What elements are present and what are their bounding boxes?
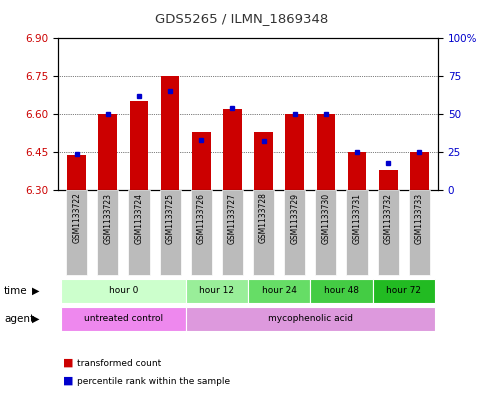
Text: ■: ■ [63, 358, 73, 368]
Text: GSM1133728: GSM1133728 [259, 193, 268, 243]
Text: GSM1133724: GSM1133724 [134, 193, 143, 244]
Bar [192, 132, 211, 190]
Bar [248, 279, 310, 303]
Bar [254, 132, 273, 190]
Text: ▶: ▶ [32, 314, 40, 323]
Text: ▶: ▶ [32, 285, 40, 296]
Bar [372, 279, 435, 303]
Bar [61, 307, 185, 331]
Text: GSM1133731: GSM1133731 [353, 193, 361, 244]
Text: GDS5265 / ILMN_1869348: GDS5265 / ILMN_1869348 [155, 12, 328, 25]
Bar [185, 307, 435, 331]
Bar [67, 154, 86, 190]
Bar [223, 109, 242, 190]
Text: GSM1133723: GSM1133723 [103, 193, 113, 244]
Bar [379, 170, 398, 190]
Text: GSM1133729: GSM1133729 [290, 193, 299, 244]
Text: GSM1133732: GSM1133732 [384, 193, 393, 244]
Text: hour 24: hour 24 [262, 286, 297, 295]
Bar [159, 190, 181, 275]
Bar [97, 190, 118, 275]
Bar [409, 190, 430, 275]
Text: hour 12: hour 12 [199, 286, 234, 295]
Text: agent: agent [4, 314, 34, 323]
Bar [348, 152, 367, 190]
Bar [128, 190, 150, 275]
Text: hour 72: hour 72 [386, 286, 421, 295]
Bar [285, 114, 304, 190]
Text: hour 0: hour 0 [109, 286, 138, 295]
Bar [315, 190, 337, 275]
Bar [378, 190, 399, 275]
Bar [191, 190, 212, 275]
Text: GSM1133722: GSM1133722 [72, 193, 81, 243]
Bar [310, 279, 372, 303]
Bar [129, 101, 148, 190]
Bar [410, 152, 428, 190]
Bar [284, 190, 305, 275]
Text: GSM1133730: GSM1133730 [321, 193, 330, 244]
Text: GSM1133725: GSM1133725 [166, 193, 175, 244]
Text: GSM1133733: GSM1133733 [415, 193, 424, 244]
Bar [316, 114, 335, 190]
Bar [66, 190, 87, 275]
Text: time: time [4, 285, 28, 296]
Text: mycophenolic acid: mycophenolic acid [268, 314, 353, 323]
Bar [61, 279, 185, 303]
Text: GSM1133726: GSM1133726 [197, 193, 206, 244]
Text: transformed count: transformed count [77, 358, 161, 367]
Text: percentile rank within the sample: percentile rank within the sample [77, 376, 230, 386]
Text: GSM1133727: GSM1133727 [228, 193, 237, 244]
Bar [346, 190, 368, 275]
Bar [99, 114, 117, 190]
Bar [222, 190, 243, 275]
Text: ■: ■ [63, 376, 73, 386]
Bar [161, 76, 180, 190]
Text: untreated control: untreated control [84, 314, 163, 323]
Text: hour 48: hour 48 [324, 286, 359, 295]
Bar [253, 190, 274, 275]
Bar [185, 279, 248, 303]
